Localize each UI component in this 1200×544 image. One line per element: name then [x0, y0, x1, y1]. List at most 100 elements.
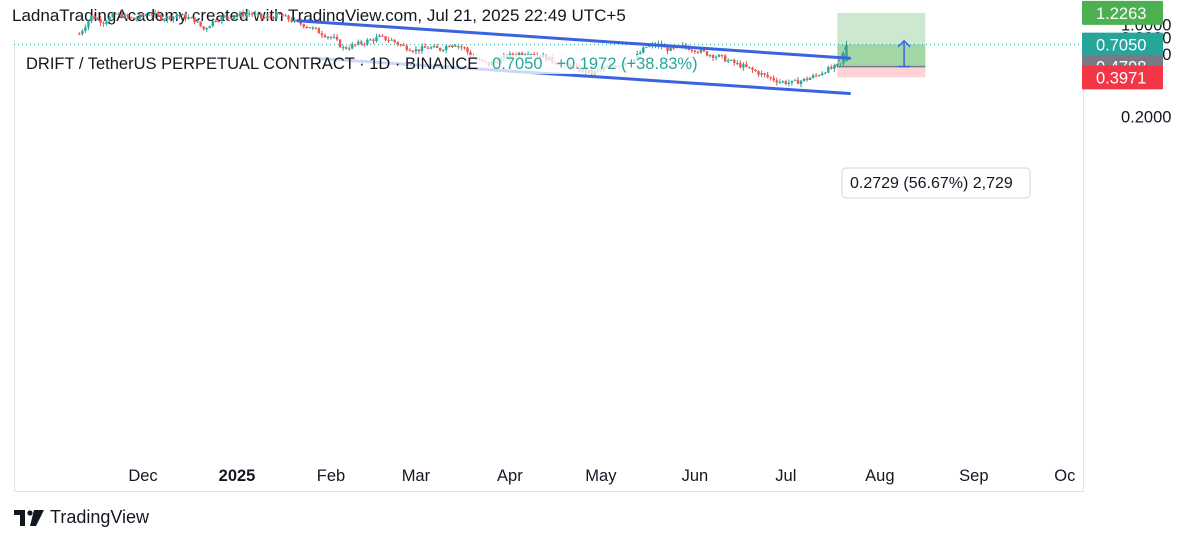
candle-body [326, 36, 330, 38]
candle-body [150, 14, 154, 16]
candle-body [360, 41, 363, 44]
candle-body [830, 67, 833, 69]
candle-body [723, 55, 727, 62]
tradingview-footer: TradingView [14, 507, 149, 528]
candle-body [463, 47, 466, 49]
candle-body [666, 46, 669, 51]
candle-body [717, 54, 721, 57]
candle-body [187, 17, 190, 19]
candle-body [281, 14, 284, 17]
candle-body [96, 18, 99, 20]
candle-body [135, 18, 139, 20]
candle-body [220, 16, 224, 22]
candle-body [184, 14, 187, 19]
chart-frame [14, 40, 1084, 492]
candle-body [745, 64, 748, 67]
candle-body [702, 49, 706, 52]
candle-body [178, 15, 181, 17]
price-label: 1.2263 [1096, 5, 1146, 23]
candle-body [341, 47, 345, 49]
chart-attribution: LadnaTradingAcademy created with Trading… [12, 6, 626, 25]
candle-body [460, 46, 463, 48]
candle-body [757, 71, 760, 75]
candle-body [690, 50, 694, 52]
x-axis-tick-label: Sep [959, 467, 988, 485]
stop-zone[interactable] [837, 66, 926, 78]
candle-body [357, 41, 360, 45]
candle-body [102, 22, 105, 24]
candle-body [639, 52, 642, 55]
candle-body [784, 81, 788, 84]
candle-body [147, 14, 151, 16]
x-axis-tick-label: Jul [775, 467, 796, 485]
candle-body [169, 16, 172, 20]
candle-body [411, 50, 415, 52]
candle-body [363, 43, 366, 45]
candle-body [347, 48, 351, 50]
candle-body [275, 13, 278, 19]
candle-body [748, 66, 751, 68]
candle-body [711, 55, 715, 58]
candle-body [396, 42, 399, 45]
candle-body [417, 49, 421, 52]
candle-body [839, 63, 842, 65]
candle-body [117, 13, 120, 15]
candle-body [448, 46, 451, 48]
candle-body [811, 75, 815, 78]
candle-body [754, 69, 757, 72]
candle-body [99, 18, 102, 23]
candle-body [466, 47, 469, 53]
candle-body [402, 44, 405, 46]
candle-body [317, 28, 321, 34]
candle-body [199, 21, 202, 27]
candle-body [836, 63, 839, 66]
candle-body [302, 24, 305, 27]
candle-body [314, 27, 318, 29]
candle-body [781, 81, 785, 83]
candle-body [720, 54, 724, 56]
candle-body [414, 49, 418, 52]
candle-body [278, 13, 281, 15]
candle-body [238, 12, 242, 16]
candle-body [438, 47, 442, 51]
candle-body [381, 35, 384, 37]
candle-body [714, 56, 718, 58]
candle-body [235, 15, 239, 18]
last-price: 0.7050 [492, 55, 543, 73]
candle-body [827, 67, 830, 73]
candle-body [299, 21, 302, 25]
candle-body [175, 15, 178, 17]
x-axis-tick-label: Aug [865, 467, 894, 485]
x-axis-tick-label: Mar [402, 467, 431, 485]
candle-body [138, 14, 142, 19]
candle-body [814, 75, 818, 77]
candle-body [253, 13, 257, 15]
symbol-info-bar: DRIFT / TetherUS PERPETUAL CONTRACT · 1D… [24, 55, 700, 74]
candle-body [669, 47, 672, 51]
candle-body [126, 14, 130, 17]
candle-body [311, 27, 315, 29]
price-label: 0.3971 [1096, 69, 1146, 87]
candle-body [141, 14, 145, 16]
candle-body [772, 77, 775, 81]
candle-body [426, 47, 430, 49]
y-axis-tick-label: 0.2000 [1121, 109, 1171, 127]
candle-body [81, 30, 84, 34]
x-axis-tick-label: Jun [682, 467, 709, 485]
candle-body [375, 36, 378, 42]
candle-body [742, 64, 745, 68]
candle-body [344, 47, 348, 49]
candle-body [520, 52, 524, 55]
candle-body [190, 17, 193, 19]
candle-body [432, 46, 436, 48]
candle-body [796, 79, 800, 84]
candle-body [172, 16, 175, 20]
candle-body [78, 33, 81, 35]
candle-body [511, 53, 515, 56]
upper-trendline[interactable] [296, 19, 852, 60]
candle-body [84, 27, 87, 31]
candle-body [284, 15, 287, 17]
candle-body [769, 76, 772, 78]
candle-body [802, 78, 806, 81]
